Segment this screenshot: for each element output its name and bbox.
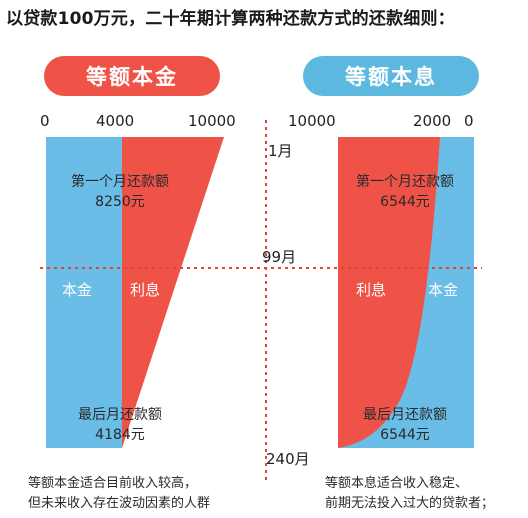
right-tick-10000: 10000 (288, 112, 336, 130)
right-last-month-value: 6544元 (380, 427, 430, 443)
left-tick-0: 0 (40, 112, 50, 130)
right-interest-label: 利息 (356, 281, 387, 299)
left-principal-label: 本金 (62, 281, 93, 299)
equal-principal-pill: 等额本金 (44, 56, 220, 96)
right-note-line2: 前期无法投入过大的贷款者； (325, 496, 495, 511)
right-interest-area (338, 137, 440, 448)
month-99-label: 99月 (262, 248, 297, 266)
right-first-month-label: 第一个月还款额 (356, 174, 454, 190)
page-title: 以贷款100万元，二十年期计算两种还款方式的还款细则： (6, 9, 455, 29)
left-first-month-value: 8250元 (95, 194, 145, 210)
left-first-month-label: 第一个月还款额 (71, 174, 169, 190)
right-note-line1: 等额本息适合收入稳定、 (325, 476, 469, 491)
month-1-label: 1月 (268, 142, 293, 160)
left-interest-area (122, 137, 224, 448)
left-interest-label: 利息 (130, 281, 161, 299)
right-first-month-value: 6544元 (380, 194, 430, 210)
equal-installment-pill: 等额本息 (303, 56, 479, 96)
left-note-line1: 等额本金适合目前收入较高， (28, 476, 198, 491)
right-principal-label: 本金 (428, 281, 459, 299)
left-principal-area (46, 137, 122, 448)
left-tick-10000: 10000 (188, 112, 236, 130)
left-tick-4000: 4000 (96, 112, 135, 130)
left-note-line2: 但未来收入存在波动因素的人群 (28, 496, 211, 511)
month-240-label: 240月 (266, 450, 310, 468)
left-last-month-value: 4184元 (95, 427, 145, 443)
right-tick-2000: 2000 (413, 112, 452, 130)
right-last-month-label: 最后月还款额 (363, 407, 447, 423)
right-tick-0: 0 (464, 112, 474, 130)
left-last-month-label: 最后月还款额 (78, 407, 162, 423)
